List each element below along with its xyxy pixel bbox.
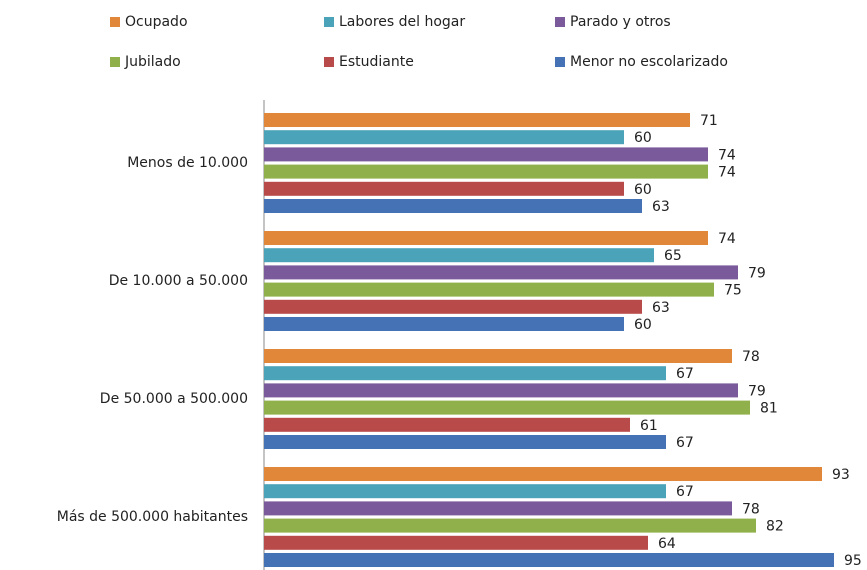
legend-swatch (110, 17, 120, 27)
bar (264, 553, 834, 567)
y-tick-label: De 10.000 a 50.000 (109, 273, 248, 289)
bar (264, 400, 750, 415)
y-tick-label: De 50.000 a 500.000 (100, 391, 248, 407)
bar (264, 366, 666, 381)
data-label: 63 (652, 300, 670, 316)
legend-swatch (555, 17, 565, 27)
bar (264, 435, 666, 449)
legend-label: Estudiante (339, 54, 414, 70)
data-label: 74 (718, 147, 736, 163)
bar (264, 349, 732, 363)
bar (264, 147, 708, 162)
legend-label: Menor no escolarizado (570, 54, 728, 70)
bar (264, 113, 690, 127)
bar (264, 501, 732, 516)
data-label: 79 (748, 383, 766, 399)
data-label: 60 (634, 130, 652, 146)
bar (264, 199, 642, 213)
bar (264, 535, 648, 550)
bar (264, 317, 624, 331)
bar (264, 248, 654, 263)
data-label: 64 (658, 536, 676, 552)
bar (264, 417, 630, 432)
data-label: 74 (718, 165, 736, 181)
data-label: 65 (664, 248, 682, 264)
y-tick-label: Más de 500.000 habitantes (57, 509, 248, 525)
y-tick-label: Menos de 10.000 (127, 155, 248, 171)
legend-label: Ocupado (125, 14, 188, 30)
legend-label: Labores del hogar (339, 14, 465, 30)
bar (264, 181, 624, 196)
data-label: 82 (766, 519, 784, 535)
data-label: 67 (676, 484, 694, 500)
bar (264, 164, 708, 179)
legend-label: Parado y otros (570, 14, 671, 30)
legend-swatch (324, 17, 334, 27)
bar (264, 130, 624, 145)
data-label: 78 (742, 349, 760, 365)
legend-swatch (110, 57, 120, 67)
bar (264, 518, 756, 533)
bar (264, 282, 714, 297)
data-label: 63 (652, 199, 670, 215)
data-label: 79 (748, 265, 766, 281)
data-label: 93 (832, 467, 850, 483)
bar (264, 299, 642, 314)
bar (264, 484, 666, 499)
data-label: 75 (724, 283, 742, 299)
data-label: 74 (718, 231, 736, 247)
bar (264, 231, 708, 245)
legend-swatch (324, 57, 334, 67)
bar (264, 467, 822, 481)
data-label: 60 (634, 317, 652, 333)
bar (264, 265, 738, 280)
data-label: 95 (844, 553, 862, 569)
legend-swatch (555, 57, 565, 67)
legend-label: Jubilado (124, 54, 181, 70)
data-label: 61 (640, 418, 658, 434)
data-label: 81 (760, 401, 778, 417)
data-label: 67 (676, 366, 694, 382)
bar (264, 383, 738, 398)
data-label: 60 (634, 182, 652, 198)
data-label: 71 (700, 113, 718, 129)
data-label: 67 (676, 435, 694, 451)
data-label: 78 (742, 501, 760, 517)
